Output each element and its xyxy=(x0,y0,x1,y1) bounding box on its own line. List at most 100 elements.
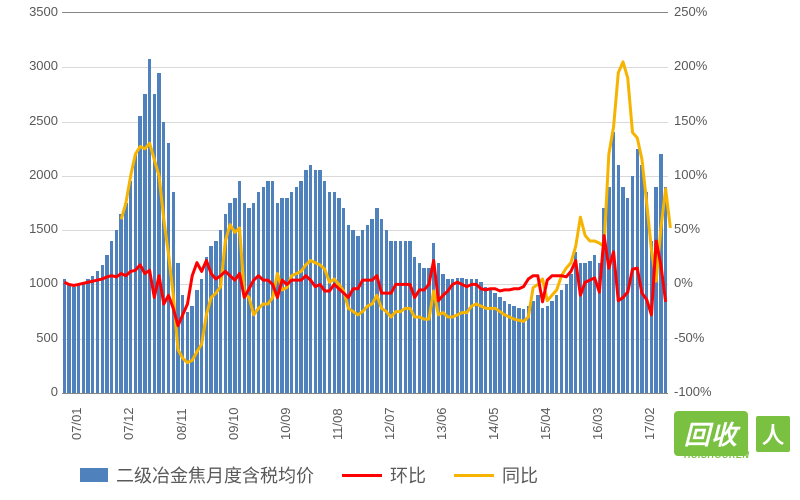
bar xyxy=(181,295,184,393)
bar xyxy=(522,309,525,393)
bar xyxy=(546,306,549,393)
bar xyxy=(659,154,662,393)
bar xyxy=(370,219,373,393)
bar xyxy=(63,279,66,393)
bar xyxy=(527,306,530,393)
bar xyxy=(456,278,459,393)
legend-swatch xyxy=(342,474,382,477)
plot-area xyxy=(62,12,668,394)
bar xyxy=(555,295,558,393)
bar xyxy=(243,203,246,393)
bar xyxy=(451,279,454,393)
y-left-tick-label: 1500 xyxy=(8,221,58,236)
x-tick-label: 07/12 xyxy=(121,407,136,440)
bar xyxy=(323,181,326,393)
bar xyxy=(650,241,653,393)
bar xyxy=(588,261,591,393)
bar xyxy=(366,225,369,393)
bar xyxy=(238,181,241,393)
bar xyxy=(280,198,283,393)
bar xyxy=(404,241,407,393)
bar xyxy=(224,214,227,393)
bar xyxy=(110,241,113,393)
bar xyxy=(200,279,203,393)
y-right-tick-label: 50% xyxy=(674,221,724,236)
x-tick-label: 10/09 xyxy=(278,407,293,440)
bar xyxy=(602,208,605,393)
legend-label: 二级冶金焦月度含税均价 xyxy=(116,462,314,488)
bar xyxy=(508,304,511,393)
y-left-tick-label: 2500 xyxy=(8,113,58,128)
bar xyxy=(531,301,534,393)
bar xyxy=(640,165,643,393)
bar xyxy=(328,192,331,393)
legend-label: 同比 xyxy=(502,462,538,488)
bar xyxy=(119,214,122,393)
bar xyxy=(626,198,629,393)
x-tick-label: 16/03 xyxy=(590,407,605,440)
bar xyxy=(432,243,435,393)
watermark-subtext: HUISHOUREN xyxy=(684,450,750,460)
bar xyxy=(314,170,317,393)
bar xyxy=(664,187,667,393)
bar xyxy=(299,181,302,393)
bar xyxy=(418,263,421,393)
watermark-side: 人 xyxy=(754,414,792,454)
bar xyxy=(252,203,255,393)
bar xyxy=(176,263,179,393)
bar xyxy=(124,203,127,393)
y-right-tick-label: -50% xyxy=(674,330,724,345)
bar xyxy=(437,263,440,393)
bar xyxy=(266,181,269,393)
bar xyxy=(503,301,506,393)
bar xyxy=(484,287,487,393)
bar xyxy=(172,192,175,393)
bar xyxy=(101,265,104,393)
bar xyxy=(607,187,610,393)
bar xyxy=(422,268,425,393)
bar xyxy=(579,263,582,393)
bar xyxy=(446,279,449,393)
bar xyxy=(205,257,208,393)
bar xyxy=(153,94,156,393)
y-right-tick-label: -100% xyxy=(674,384,724,399)
bar xyxy=(493,293,496,393)
x-tick-label: 14/05 xyxy=(486,407,501,440)
bar xyxy=(645,192,648,393)
watermark-badge: 回收 HUISHOUREN 人 xyxy=(672,409,792,458)
bar xyxy=(77,284,80,393)
y-left-tick-label: 1000 xyxy=(8,275,58,290)
bar xyxy=(228,203,231,393)
bar xyxy=(318,170,321,393)
x-tick-label: 07/01 xyxy=(69,407,84,440)
bar xyxy=(598,263,601,393)
x-tick-label: 11/08 xyxy=(330,408,345,440)
bar xyxy=(72,287,75,393)
bar xyxy=(574,252,577,393)
bar xyxy=(86,279,89,393)
bar xyxy=(550,301,553,393)
bar xyxy=(276,203,279,393)
bar xyxy=(489,290,492,393)
bar xyxy=(361,230,364,393)
bar xyxy=(389,241,392,393)
bar xyxy=(91,276,94,393)
bar xyxy=(138,116,141,393)
bar xyxy=(295,187,298,393)
bar xyxy=(167,143,170,393)
legend-label: 环比 xyxy=(390,462,426,488)
bar xyxy=(247,208,250,393)
y-left-tick-label: 500 xyxy=(8,330,58,345)
y-left-tick-label: 2000 xyxy=(8,167,58,182)
bar xyxy=(385,230,388,393)
bar xyxy=(309,165,312,393)
bar xyxy=(356,236,359,393)
y-right-tick-label: 150% xyxy=(674,113,724,128)
bar xyxy=(129,181,132,393)
x-tick-label: 08/11 xyxy=(174,408,189,440)
bar xyxy=(375,208,378,393)
bar xyxy=(541,308,544,393)
legend: 二级冶金焦月度含税均价 环比 同比 xyxy=(80,462,558,488)
bar xyxy=(560,290,563,393)
bar xyxy=(380,219,383,393)
